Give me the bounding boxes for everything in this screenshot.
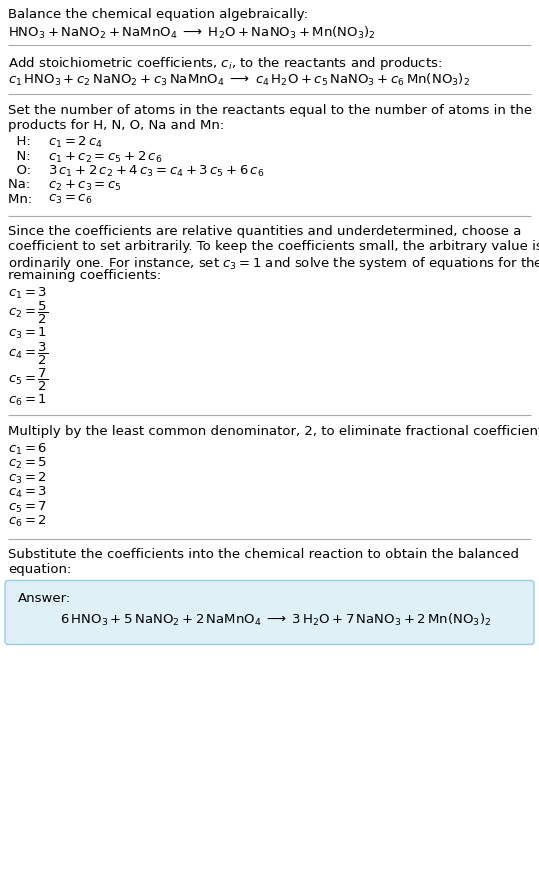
Text: $c_2 = \dfrac{5}{2}$: $c_2 = \dfrac{5}{2}$ — [8, 300, 48, 326]
Text: $c_2 + c_3 = c_5$: $c_2 + c_3 = c_5$ — [48, 179, 122, 192]
Text: products for H, N, O, Na and Mn:: products for H, N, O, Na and Mn: — [8, 118, 224, 132]
Text: $c_3 = 2$: $c_3 = 2$ — [8, 471, 47, 486]
Text: $c_2 = 5$: $c_2 = 5$ — [8, 456, 47, 471]
Text: equation:: equation: — [8, 563, 71, 576]
FancyBboxPatch shape — [5, 580, 534, 644]
Text: $6\,\mathrm{HNO_3} + 5\,\mathrm{NaNO_2} + 2\,\mathrm{NaMnO_4} \;\longrightarrow\: $6\,\mathrm{HNO_3} + 5\,\mathrm{NaNO_2} … — [60, 611, 492, 627]
Text: O:: O: — [8, 164, 40, 177]
Text: Substitute the coefficients into the chemical reaction to obtain the balanced: Substitute the coefficients into the che… — [8, 548, 519, 562]
Text: Answer:: Answer: — [18, 592, 71, 604]
Text: Balance the chemical equation algebraically:: Balance the chemical equation algebraica… — [8, 8, 308, 21]
Text: $c_1 = 6$: $c_1 = 6$ — [8, 441, 47, 457]
Text: $c_6 = 2$: $c_6 = 2$ — [8, 514, 47, 529]
Text: H:: H: — [8, 135, 39, 148]
Text: $c_1\,\mathrm{HNO_3} + c_2\,\mathrm{NaNO_2} + c_3\,\mathrm{NaMnO_4} \;\longright: $c_1\,\mathrm{HNO_3} + c_2\,\mathrm{NaNO… — [8, 71, 470, 87]
Text: $c_5 = 7$: $c_5 = 7$ — [8, 499, 47, 514]
Text: $c_4 = 3$: $c_4 = 3$ — [8, 485, 47, 500]
Text: $c_1 + c_2 = c_5 + 2\,c_6$: $c_1 + c_2 = c_5 + 2\,c_6$ — [48, 150, 163, 165]
Text: ordinarily one. For instance, set $c_3 = 1$ and solve the system of equations fo: ordinarily one. For instance, set $c_3 =… — [8, 255, 539, 271]
Text: $c_5 = \dfrac{7}{2}$: $c_5 = \dfrac{7}{2}$ — [8, 367, 48, 392]
Text: coefficient to set arbitrarily. To keep the coefficients small, the arbitrary va: coefficient to set arbitrarily. To keep … — [8, 240, 539, 253]
Text: remaining coefficients:: remaining coefficients: — [8, 269, 161, 282]
Text: $c_4 = \dfrac{3}{2}$: $c_4 = \dfrac{3}{2}$ — [8, 341, 48, 367]
Text: $\mathrm{HNO_3 + NaNO_2 + NaMnO_4 \;\longrightarrow\; H_2O + NaNO_3 + Mn(NO_3)_2: $\mathrm{HNO_3 + NaNO_2 + NaMnO_4 \;\lon… — [8, 25, 376, 41]
Text: $c_1 = 2\,c_4$: $c_1 = 2\,c_4$ — [48, 135, 103, 150]
Text: Add stoichiometric coefficients, $c_i$, to the reactants and products:: Add stoichiometric coefficients, $c_i$, … — [8, 55, 442, 72]
Text: N:: N: — [8, 150, 39, 163]
Text: Set the number of atoms in the reactants equal to the number of atoms in the: Set the number of atoms in the reactants… — [8, 104, 532, 117]
Text: $3\,c_1 + 2\,c_2 + 4\,c_3 = c_4 + 3\,c_5 + 6\,c_6$: $3\,c_1 + 2\,c_2 + 4\,c_3 = c_4 + 3\,c_5… — [48, 164, 265, 179]
Text: Since the coefficients are relative quantities and underdetermined, choose a: Since the coefficients are relative quan… — [8, 225, 521, 239]
Text: Multiply by the least common denominator, 2, to eliminate fractional coefficient: Multiply by the least common denominator… — [8, 425, 539, 438]
Text: Mn:: Mn: — [8, 193, 41, 206]
Text: Na:: Na: — [8, 179, 39, 191]
Text: $c_6 = 1$: $c_6 = 1$ — [8, 392, 47, 408]
Text: $c_3 = c_6$: $c_3 = c_6$ — [48, 193, 92, 206]
Text: $c_1 = 3$: $c_1 = 3$ — [8, 286, 47, 301]
Text: $c_3 = 1$: $c_3 = 1$ — [8, 326, 47, 341]
